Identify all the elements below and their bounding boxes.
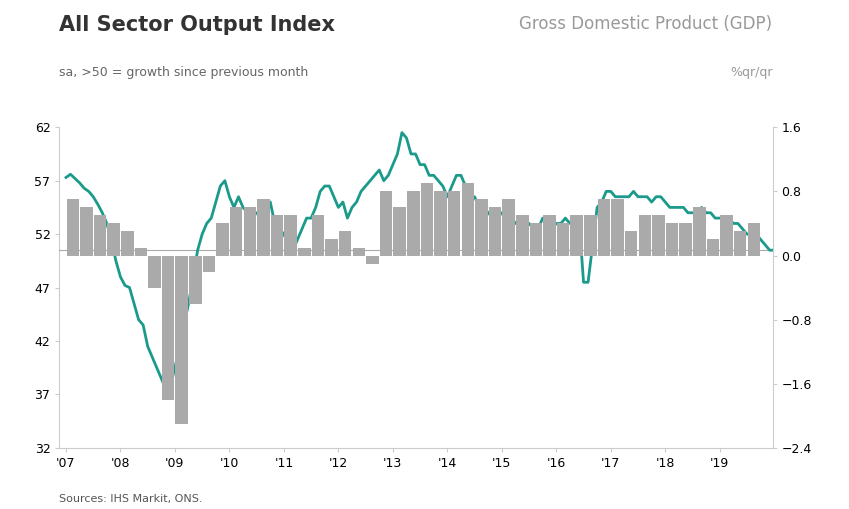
Text: All Sector Output Index: All Sector Output Index	[59, 15, 335, 35]
Bar	[530, 223, 543, 256]
Bar	[489, 208, 501, 256]
Bar	[557, 223, 570, 256]
Bar	[503, 200, 514, 256]
Bar	[475, 200, 487, 256]
Bar	[693, 208, 706, 256]
Bar	[720, 215, 733, 256]
Bar	[734, 232, 746, 256]
Bar	[80, 208, 93, 256]
Bar	[203, 256, 216, 272]
Bar	[107, 223, 120, 256]
Text: Gross Domestic Product (GDP): Gross Domestic Product (GDP)	[520, 15, 773, 33]
Bar	[271, 215, 284, 256]
Bar	[652, 215, 665, 256]
Bar	[93, 215, 106, 256]
Bar	[571, 215, 583, 256]
Bar	[189, 256, 201, 303]
Bar	[584, 215, 597, 256]
Bar	[747, 223, 760, 256]
Bar	[230, 208, 243, 256]
Bar	[380, 191, 392, 256]
Bar	[666, 223, 678, 256]
Bar	[149, 256, 160, 288]
Bar	[434, 191, 447, 256]
Bar	[420, 183, 433, 256]
Bar	[462, 183, 474, 256]
Bar	[352, 247, 365, 256]
Bar	[66, 200, 79, 256]
Bar	[216, 223, 229, 256]
Bar	[516, 215, 529, 256]
Bar	[706, 240, 719, 256]
Text: Sources: IHS Markit, ONS.: Sources: IHS Markit, ONS.	[59, 494, 203, 504]
Bar	[162, 256, 174, 400]
Bar	[121, 232, 133, 256]
Bar	[366, 256, 379, 264]
Text: %qr/qr: %qr/qr	[730, 66, 773, 79]
Bar	[325, 240, 338, 256]
Bar	[257, 200, 270, 256]
Bar	[679, 223, 692, 256]
Bar	[284, 215, 297, 256]
Text: sa, >50 = growth since previous month: sa, >50 = growth since previous month	[59, 66, 309, 79]
Bar	[543, 215, 556, 256]
Bar	[448, 191, 460, 256]
Bar	[339, 232, 351, 256]
Bar	[625, 232, 638, 256]
Bar	[312, 215, 324, 256]
Bar	[598, 200, 610, 256]
Bar	[638, 215, 651, 256]
Bar	[176, 256, 188, 424]
Bar	[393, 208, 406, 256]
Bar	[407, 191, 419, 256]
Bar	[135, 247, 147, 256]
Bar	[611, 200, 624, 256]
Bar	[244, 208, 256, 256]
Bar	[298, 247, 311, 256]
